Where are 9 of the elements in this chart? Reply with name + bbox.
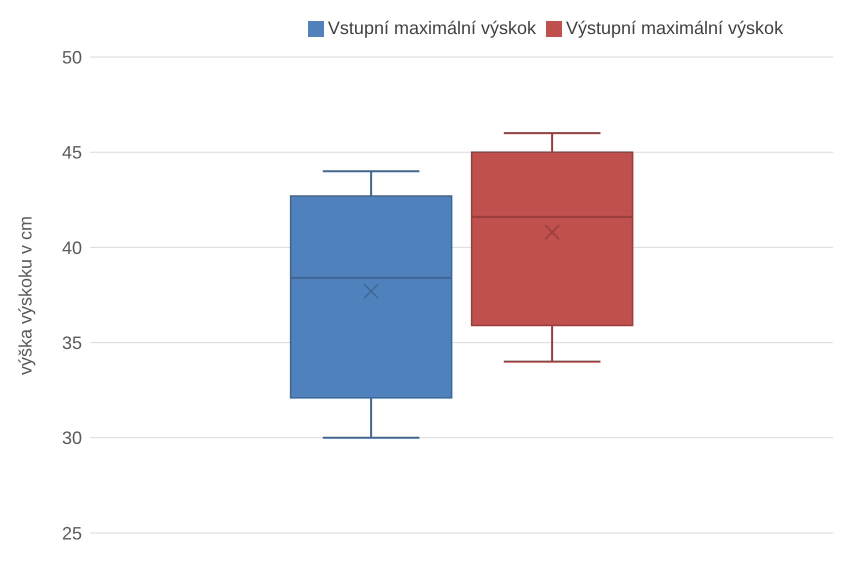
- y-tick-label: 30: [62, 428, 82, 448]
- legend-label: Vstupní maximální výskok: [328, 18, 536, 38]
- y-tick-label: 35: [62, 332, 82, 353]
- y-tick-label: 40: [62, 238, 82, 258]
- legend-label: Výstupní maximální výskok: [566, 18, 784, 38]
- y-tick-label: 25: [62, 523, 82, 544]
- y-tick-label: 50: [62, 47, 82, 68]
- y-axis-title: výška výskoku v cm: [15, 216, 36, 375]
- y-tick-label: 45: [62, 142, 82, 163]
